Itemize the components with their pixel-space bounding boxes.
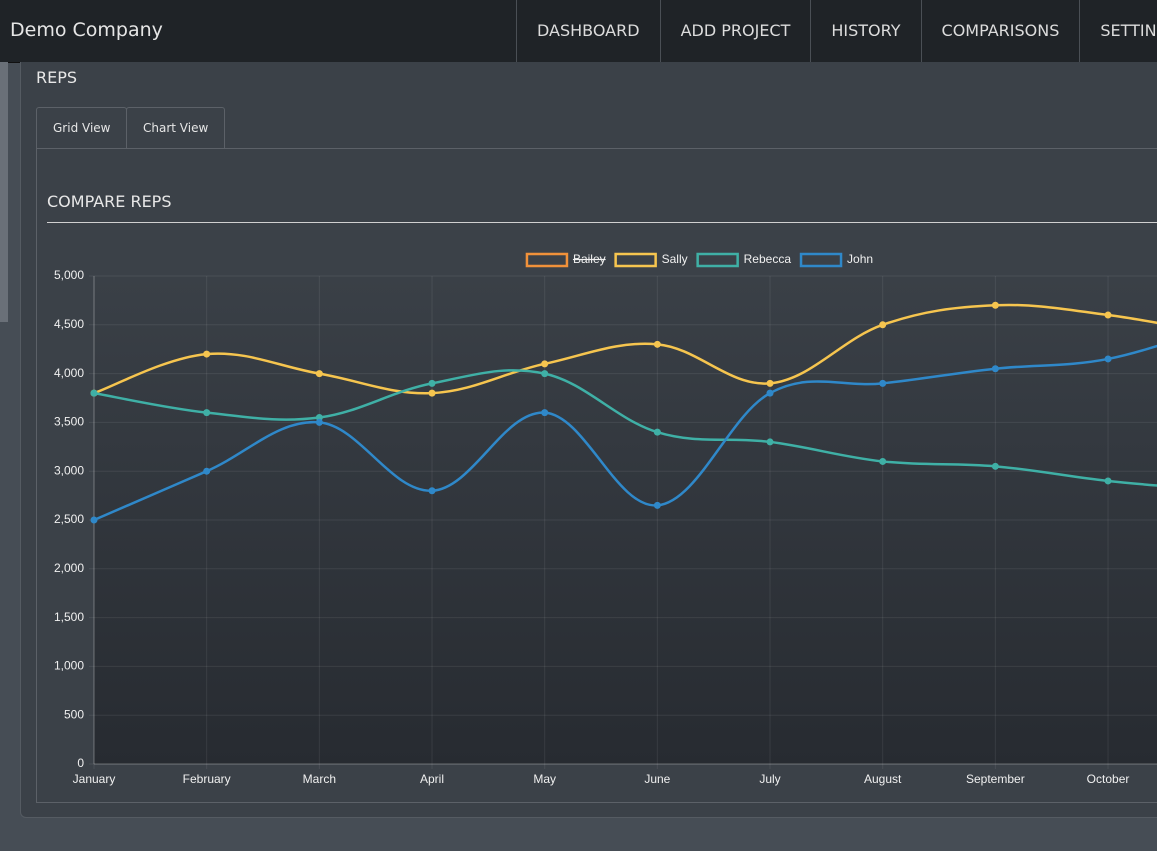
x-tick-label: August — [864, 772, 902, 786]
point — [315, 414, 323, 422]
line — [93, 344, 1157, 522]
y-tick-label: 500 — [64, 707, 84, 721]
point — [879, 321, 887, 329]
legend-swatch — [614, 252, 657, 268]
plot-area — [94, 276, 1157, 764]
x-tick-label: April — [420, 772, 444, 786]
scrollbar — [0, 62, 8, 322]
tab[interactable]: Chart View — [126, 107, 226, 148]
legend-label: John — [847, 252, 873, 266]
brand[interactable]: Demo Company — [10, 19, 163, 41]
y-tick-label: 5,000 — [54, 268, 84, 282]
x-tick-label: June — [644, 772, 670, 786]
legend-label: Bailey — [573, 252, 606, 266]
nav-item[interactable]: HISTORY — [810, 0, 920, 62]
x-tick-label: March — [303, 772, 336, 786]
point — [203, 409, 211, 417]
x-tick-label: May — [533, 772, 556, 786]
point — [766, 438, 774, 446]
legend-swatch — [799, 252, 843, 268]
section-title: COMPARE REPS — [47, 192, 172, 211]
y-tick-label: 1,500 — [54, 610, 84, 624]
y-tick-label: 0 — [77, 756, 84, 770]
point — [653, 428, 661, 436]
nav-item[interactable]: SETTINGS — [1079, 0, 1157, 62]
point — [203, 467, 211, 475]
x-tick-label: September — [966, 772, 1025, 786]
panel-title: REPS — [36, 68, 78, 87]
point — [541, 360, 549, 368]
point — [991, 462, 999, 470]
point — [90, 516, 98, 524]
point — [541, 409, 549, 417]
y-tick-label: 2,000 — [54, 561, 84, 575]
legend-label: Rebecca — [744, 252, 792, 266]
point — [203, 350, 211, 358]
menu: DASHBOARD ADD PROJECT HISTORY COMPARISONS SE… — [516, 0, 1157, 62]
point — [766, 389, 774, 397]
point — [428, 487, 436, 495]
point — [90, 389, 98, 397]
nav-item[interactable]: ADD PROJECT — [659, 0, 811, 62]
y-tick-label: 3,000 — [54, 463, 84, 477]
point — [315, 370, 323, 378]
y-tick-label: 4,000 — [54, 366, 84, 380]
point — [879, 457, 887, 465]
legend-swatch — [525, 252, 569, 268]
y-tick-label: 4,500 — [54, 317, 84, 331]
y-tick-label: 2,500 — [54, 512, 84, 526]
navbar: Demo Company DASHBOARD ADD PROJECT HISTORY… — [0, 0, 1157, 63]
point — [428, 389, 436, 397]
x-tick-label: February — [183, 772, 231, 786]
point — [1104, 477, 1112, 485]
x-tick-label: October — [1087, 772, 1130, 786]
nav-item[interactable]: DASHBOARD — [516, 0, 660, 62]
legend-label: Sally — [662, 252, 688, 266]
tab-content — [36, 148, 1157, 803]
point — [315, 418, 323, 426]
divider — [47, 222, 1157, 223]
point — [653, 501, 661, 509]
point — [991, 301, 999, 309]
point — [879, 379, 887, 387]
tab[interactable]: Grid View — [36, 107, 128, 148]
point — [653, 340, 661, 348]
x-tick-label: January — [73, 772, 116, 786]
x-tick-label: July — [759, 772, 780, 786]
y-tick-label: 3,500 — [54, 415, 84, 429]
nav-item[interactable]: COMPARISONS — [920, 0, 1080, 62]
point — [1104, 311, 1112, 319]
point — [1104, 355, 1112, 363]
point — [541, 370, 549, 378]
point — [428, 379, 436, 387]
point — [766, 379, 774, 387]
y-tick-label: 1,000 — [54, 659, 84, 673]
legend-swatch — [696, 252, 739, 268]
point — [991, 365, 999, 373]
